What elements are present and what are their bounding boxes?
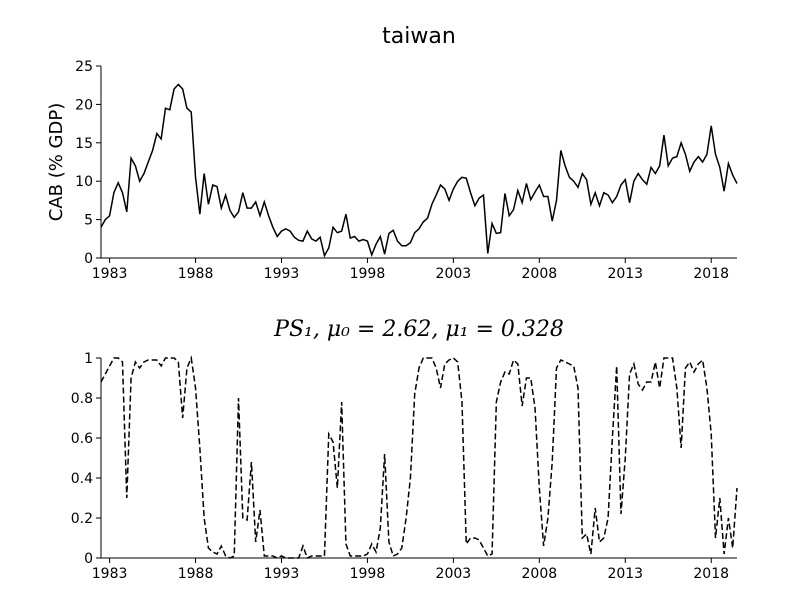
chart-title: PS₁, μ₀ = 2.62, μ₁ = 0.328 bbox=[273, 317, 564, 342]
x-tick-label: 2018 bbox=[693, 566, 729, 582]
y-tick-label: 0.2 bbox=[71, 511, 93, 527]
x-tick-label: 1988 bbox=[178, 266, 214, 282]
y-tick-label: 0.8 bbox=[71, 391, 93, 407]
y-tick-label: 0.6 bbox=[71, 431, 93, 447]
y-tick-label: 15 bbox=[75, 136, 93, 152]
series-line bbox=[100, 355, 738, 560]
x-tick-label: 2013 bbox=[607, 566, 643, 582]
series-line bbox=[100, 83, 738, 258]
x-tick-label: 1993 bbox=[264, 566, 300, 582]
x-tick-label: 2003 bbox=[436, 566, 472, 582]
x-tick-label: 1988 bbox=[178, 566, 214, 582]
x-tick-label: 2008 bbox=[522, 566, 558, 582]
x-tick-label: 2008 bbox=[522, 266, 558, 282]
x-tick-label: 2003 bbox=[436, 266, 472, 282]
y-tick-label: 10 bbox=[75, 174, 93, 190]
y-tick-label: 0 bbox=[84, 551, 93, 567]
chart-title: taiwan bbox=[382, 24, 456, 49]
y-tick-label: 0 bbox=[84, 251, 93, 267]
x-tick-label: 1998 bbox=[350, 566, 386, 582]
y-tick-label: 5 bbox=[84, 213, 93, 229]
y-tick-label: 25 bbox=[75, 59, 93, 75]
y-tick-label: 1 bbox=[84, 351, 93, 367]
x-tick-label: 2018 bbox=[693, 266, 729, 282]
x-tick-label: 1983 bbox=[92, 566, 128, 582]
x-tick-label: 1998 bbox=[350, 266, 386, 282]
x-tick-label: 1993 bbox=[264, 266, 300, 282]
y-tick-label: 20 bbox=[75, 97, 93, 113]
y-tick-label: 0.4 bbox=[71, 471, 93, 487]
y-axis-label: CAB (% GDP) bbox=[46, 103, 67, 222]
x-tick-label: 2013 bbox=[607, 266, 643, 282]
x-tick-label: 1983 bbox=[92, 266, 128, 282]
